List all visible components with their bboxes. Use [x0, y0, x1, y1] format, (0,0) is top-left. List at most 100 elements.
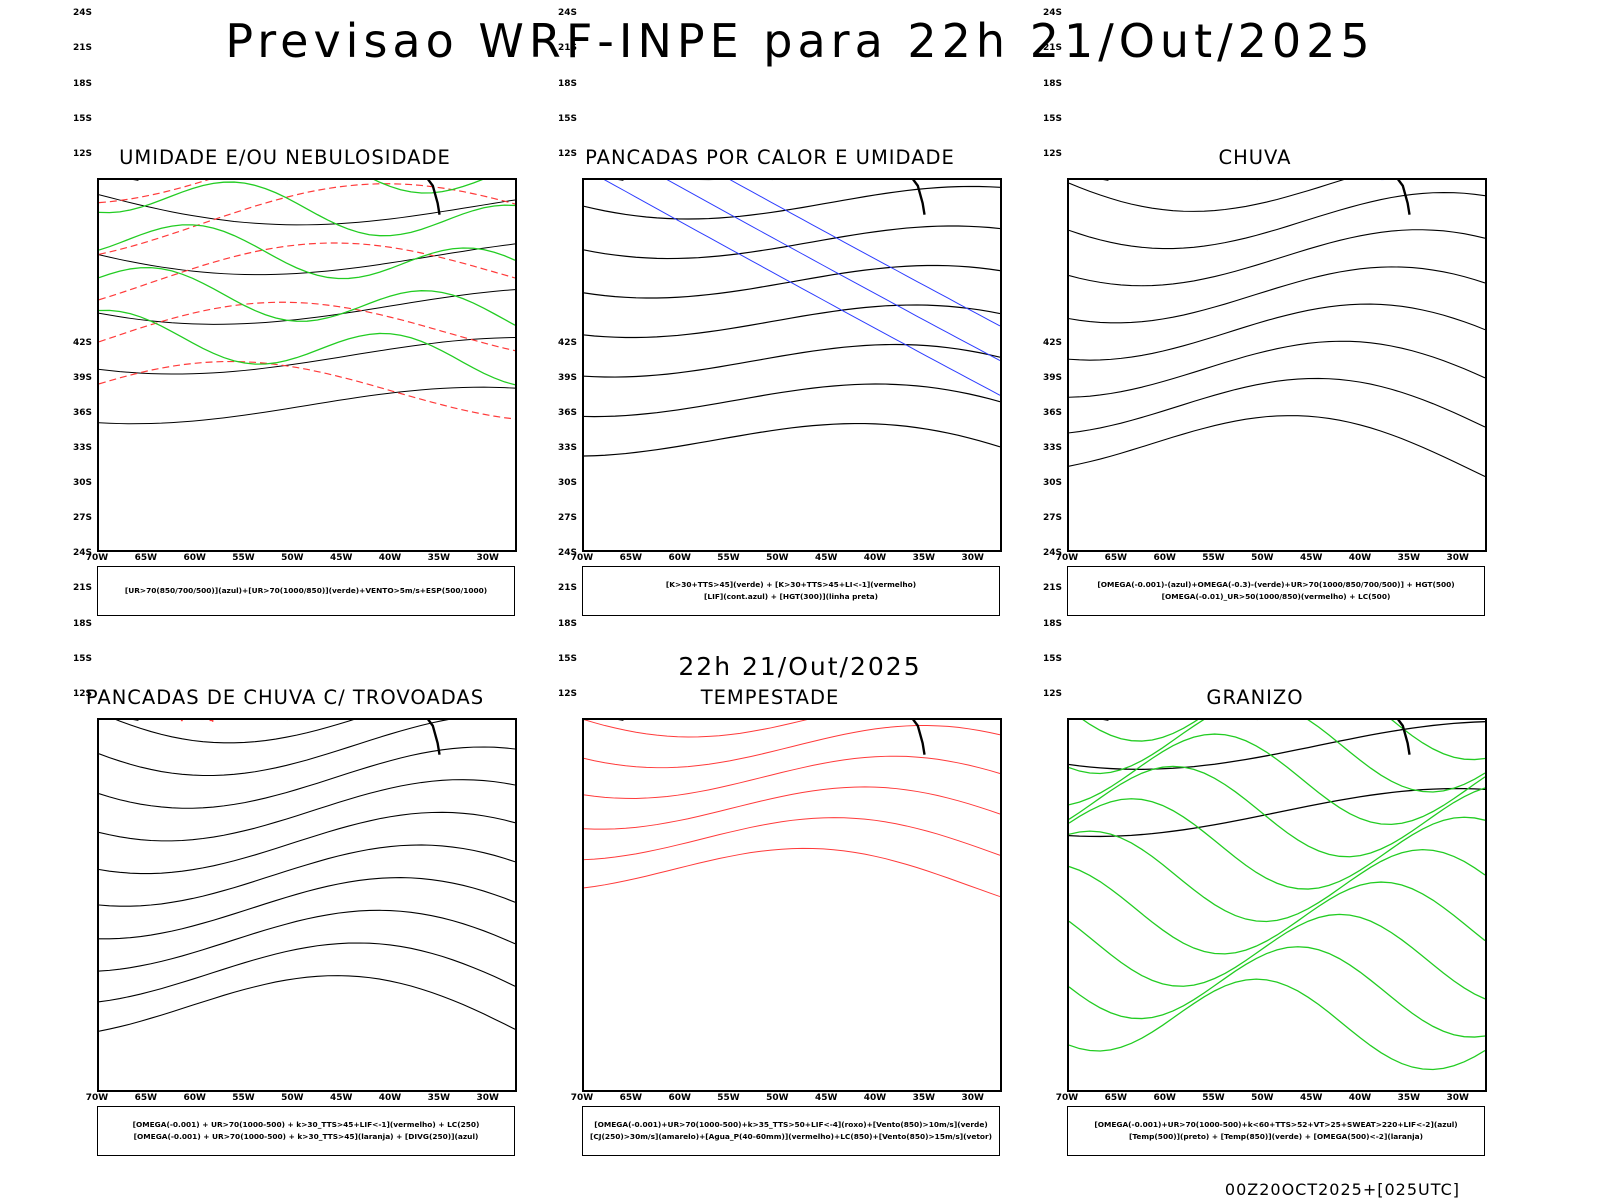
lon-tick-label: 50W: [1251, 1093, 1274, 1103]
lon-tick-label: 50W: [766, 553, 789, 563]
panel-pancadas-calor: PANCADAS POR CALOR E UMIDADE 960096009600…: [535, 8, 1005, 628]
legend-line: [OMEGA(-0.001)-(azul)+OMEGA(-0.3)-(verde…: [1097, 580, 1455, 589]
lat-tick-label: 12S: [557, 148, 577, 159]
lon-tick-label: 55W: [232, 1093, 255, 1103]
lon-tick-label: 70W: [85, 1093, 109, 1103]
map-area: 5040304050: [582, 718, 1002, 1092]
panel-title: CHUVA: [1218, 146, 1292, 169]
lon-tick-label: 65W: [134, 553, 158, 563]
lat-tick-label: 12S: [72, 148, 92, 159]
lon-tick-label: 70W: [570, 1093, 594, 1103]
lon-tick-label: 60W: [668, 1093, 691, 1103]
lat-tick-label: 30S: [72, 478, 92, 489]
map-area: -15-18-18-10-11-12151812151218: [1067, 718, 1487, 1092]
map-svg: -15-18-18-10-11-12151812151218: [1069, 720, 1485, 1071]
lat-tick-label: 21S: [1042, 43, 1062, 54]
lon-tick-label: 70W: [85, 553, 109, 563]
lat-tick-label: 30S: [1042, 478, 1062, 489]
lon-tick-label: 70W: [1055, 1093, 1079, 1103]
lon-tick-label: 55W: [1202, 553, 1225, 563]
lon-tick-label: 40W: [863, 1093, 887, 1103]
lon-tick-label: 30W: [1446, 553, 1469, 563]
map-svg: 5040304050: [584, 720, 1000, 898]
lon-tick-label: 40W: [1348, 1093, 1372, 1103]
lat-tick-label: 24S: [72, 548, 92, 559]
lat-tick-label: 21S: [1042, 583, 1062, 594]
lat-tick-label: 24S: [72, 8, 92, 19]
lon-tick-label: 40W: [863, 553, 887, 563]
legend-line: [OMEGA(-0.01)_UR>50(1000/850)(vermelho) …: [1161, 592, 1391, 601]
lat-tick-label: 18S: [557, 618, 577, 629]
map-svg: 9600960096009520952095209440944093609360…: [584, 180, 1000, 457]
lat-tick-label: 15S: [72, 653, 92, 664]
lon-tick-label: 60W: [1153, 553, 1176, 563]
lon-tick-label: 55W: [1202, 1093, 1225, 1103]
map-area: 582582576573570582576573570576573582: [1067, 178, 1487, 552]
legend-line: [UR>70(850/700/500)](azul)+[UR>70(1000/8…: [124, 586, 488, 595]
lat-tick-label: 36S: [557, 408, 577, 419]
lon-tick-label: 50W: [281, 553, 304, 563]
lon-tick-label: 50W: [766, 1093, 789, 1103]
lon-tick-label: 35W: [912, 1093, 936, 1103]
lon-tick-label: 55W: [717, 553, 740, 563]
lat-tick-label: 24S: [557, 8, 577, 19]
lon-tick-label: 70W: [570, 553, 594, 563]
legend-line: [OMEGA(-0.001) + UR>70(1000-500) + k>30_…: [132, 1120, 480, 1129]
lon-tick-label: 60W: [1153, 1093, 1176, 1103]
lat-tick-label: 12S: [1042, 688, 1062, 699]
lat-tick-label: 12S: [72, 688, 92, 699]
lat-tick-label: 18S: [557, 78, 577, 89]
lon-tick-label: 40W: [378, 1093, 402, 1103]
lat-tick-label: 42S: [72, 338, 92, 348]
map-svg: [99, 720, 515, 1032]
lon-tick-label: 45W: [329, 553, 353, 563]
legend-box: [OMEGA(-0.001)+UR>70(1000-500)+k>35_TTS>…: [582, 1106, 1000, 1156]
lon-tick-label: 35W: [912, 553, 936, 563]
legend-line: [OMEGA(-0.001)+UR>70(1000-500)+k<60+TTS>…: [1094, 1120, 1458, 1129]
lon-tick-label: 45W: [1299, 553, 1323, 563]
lon-tick-label: 50W: [281, 1093, 304, 1103]
lon-tick-label: 30W: [961, 553, 984, 563]
lon-tick-label: 65W: [134, 1093, 158, 1103]
lat-tick-label: 24S: [1042, 8, 1062, 19]
lon-tick-label: 40W: [1348, 553, 1372, 563]
lon-tick-label: 65W: [619, 553, 643, 563]
lat-tick-label: 15S: [72, 113, 92, 124]
legend-line: [OMEGA(-0.001) + UR>70(1000-500) + k>30_…: [133, 1132, 479, 1141]
lat-tick-label: 12S: [1042, 148, 1062, 159]
lon-tick-label: 30W: [476, 553, 499, 563]
lat-tick-label: 33S: [1042, 443, 1062, 454]
panel-title: PANCADAS DE CHUVA C/ TROVOADAS: [85, 686, 485, 709]
panel-umidade: UMIDADE E/OU NEBULOSIDADE 101610121012101…: [50, 8, 520, 628]
lon-tick-label: 35W: [1397, 1093, 1421, 1103]
lon-tick-label: 45W: [329, 1093, 353, 1103]
legend-box: [OMEGA(-0.001)+UR>70(1000-500)+k<60+TTS>…: [1067, 1106, 1485, 1156]
lon-tick-label: 45W: [814, 553, 838, 563]
lon-tick-label: 70W: [1055, 553, 1079, 563]
lon-tick-label: 65W: [1104, 553, 1128, 563]
lat-tick-label: 39S: [557, 373, 577, 384]
legend-box: [OMEGA(-0.001)-(azul)+OMEGA(-0.3)-(verde…: [1067, 566, 1485, 616]
legend-box: [OMEGA(-0.001) + UR>70(1000-500) + k>30_…: [97, 1106, 515, 1156]
legend-line: [Temp(500)](preto) + [Temp(850)](verde) …: [1128, 1132, 1424, 1141]
legend-line: [LIF](cont.azul) + [HGT(300)](linha pret…: [704, 592, 878, 601]
legend-line: [OMEGA(-0.001)+UR>70(1000-500)+k>35_TTS>…: [594, 1120, 988, 1129]
lon-tick-label: 40W: [378, 553, 402, 563]
lon-tick-label: 55W: [232, 553, 255, 563]
legend-line: [CJ(250)>30m/s](amarelo)+[Agua_P(40-60mm…: [590, 1132, 992, 1141]
lon-tick-label: 30W: [476, 1093, 499, 1103]
lat-tick-label: 21S: [557, 43, 577, 54]
lat-tick-label: 18S: [1042, 618, 1062, 629]
valid-time-subtitle: 22h 21/Out/2025: [678, 652, 922, 681]
lat-tick-label: 12S: [557, 688, 577, 699]
lat-tick-label: 15S: [1042, 113, 1062, 124]
panel-granizo: GRANIZO -15-18-18-10-11-12151812151218 12S…: [1020, 338, 1490, 1168]
lon-tick-label: 60W: [668, 553, 691, 563]
lat-tick-label: 15S: [557, 113, 577, 124]
main-title: Previsao WRF-INPE para 22h 21/Out/2025: [225, 14, 1375, 68]
lat-tick-label: 42S: [1042, 338, 1062, 348]
map-area: 1016101210121016102010241028102810321032…: [97, 178, 517, 552]
lon-tick-label: 50W: [1251, 553, 1274, 563]
legend-box: [UR>70(850/700/500)](azul)+[UR>70(1000/8…: [97, 566, 515, 616]
lat-tick-label: 27S: [72, 513, 92, 524]
